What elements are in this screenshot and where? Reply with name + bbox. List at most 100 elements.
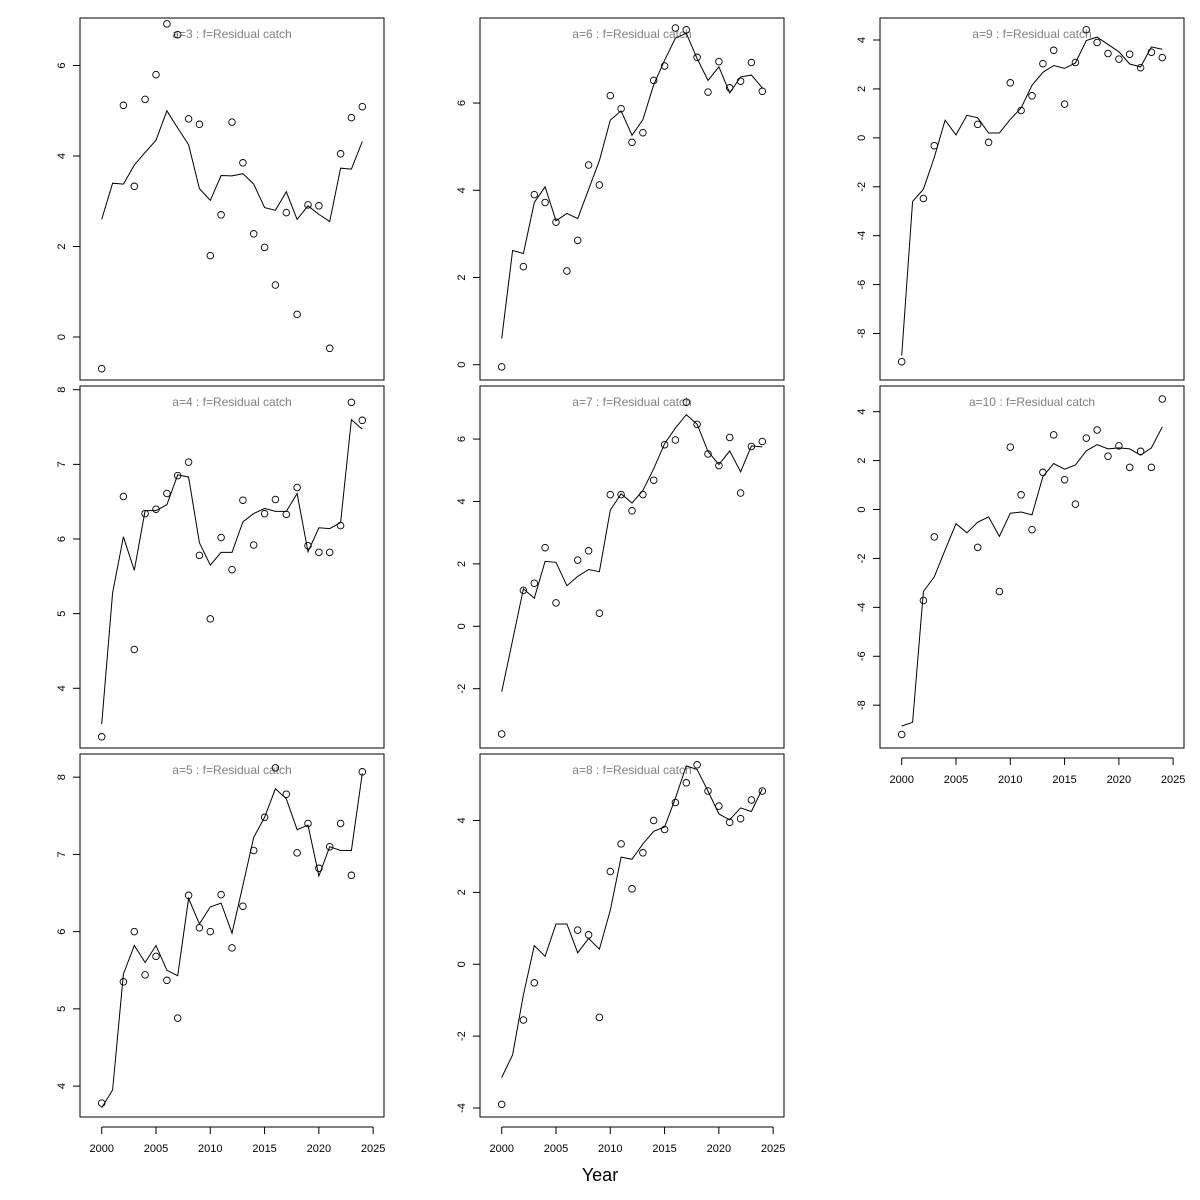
observed-point [282, 510, 291, 519]
x-tick-label: 2015 [1052, 774, 1076, 786]
y-tick-label: 8 [56, 387, 68, 393]
y-tick-label: 0 [456, 623, 468, 629]
observed-point [584, 161, 593, 169]
y-tick-label: 2 [456, 274, 468, 280]
observed-point [573, 236, 582, 245]
y-tick-label: 4 [456, 498, 468, 504]
observed-point [725, 433, 734, 442]
y-tick-label: 7 [56, 851, 68, 857]
observed-point [682, 779, 691, 787]
fitted-line [101, 773, 363, 1108]
observed-point [660, 62, 669, 70]
y-tick-label: 4 [856, 409, 868, 415]
panel-frame [79, 385, 385, 749]
observed-point [1093, 38, 1101, 47]
x-tick-label: 2000 [489, 1143, 513, 1155]
y-tick-label: 6 [56, 62, 68, 68]
observed-point [173, 30, 182, 39]
observed-point [617, 840, 625, 848]
observed-point [228, 565, 236, 574]
fitted-line [501, 765, 763, 1078]
observed-point [758, 87, 767, 96]
observed-point [206, 251, 215, 260]
observed-point [358, 416, 367, 425]
observed-point [315, 864, 323, 873]
fitted-line [501, 413, 763, 692]
observed-point [347, 113, 356, 122]
observed-point [260, 243, 269, 252]
observed-point [304, 201, 312, 209]
x-tick-label: 2025 [761, 1143, 785, 1155]
observed-point [1060, 475, 1069, 484]
y-tick-label: 4 [56, 153, 68, 159]
x-tick-label: 2015 [252, 1143, 276, 1155]
observed-point [325, 344, 334, 353]
observed-point [217, 890, 225, 899]
observed-point [758, 787, 767, 795]
observed-point [1158, 53, 1167, 62]
observed-point [119, 492, 128, 501]
y-tick-label: 5 [56, 611, 68, 617]
observed-point [1049, 46, 1058, 55]
y-tick-label: 2 [856, 86, 868, 92]
observed-point [639, 490, 647, 499]
observed-point [736, 77, 745, 85]
observed-point [173, 471, 182, 480]
fitted-line [901, 36, 1163, 356]
observed-point [260, 813, 269, 822]
observed-point [725, 84, 734, 92]
observed-point [704, 450, 712, 458]
observed-point [660, 440, 669, 449]
fitted-line [101, 109, 363, 223]
observed-point [271, 764, 280, 772]
y-tick-label: 4 [56, 1083, 68, 1089]
observed-point [758, 437, 767, 446]
observed-point [595, 181, 604, 189]
observed-point [1006, 79, 1015, 87]
panel-8: a=8 : f=Residual catch -4 -2 0 2 4 2000 2005 201… [456, 753, 785, 1155]
x-tick-label: 2025 [361, 1143, 385, 1155]
observed-point [304, 541, 312, 550]
panel-title: a=7 : f=Residual catch [572, 395, 691, 409]
observed-point [1028, 92, 1036, 100]
panel-frame [79, 753, 385, 1118]
observed-point [119, 978, 128, 986]
x-tick-label: 2000 [89, 1143, 113, 1155]
observed-point [304, 819, 312, 828]
observed-point [195, 120, 204, 129]
observed-point [671, 436, 680, 444]
observed-point [163, 20, 171, 28]
y-tick-label: 6 [56, 929, 68, 935]
observed-point [1082, 25, 1091, 34]
y-tick-label: -2 [856, 182, 868, 192]
panel-frame [479, 385, 785, 749]
panel-3: a=9 : f=Residual catch -8 -6 -4 -2 0 2 4 [856, 17, 1185, 381]
observed-point [530, 190, 539, 199]
y-tick-label: 2 [456, 889, 468, 895]
observed-point [228, 118, 236, 126]
x-tick-label: 2005 [144, 1143, 168, 1155]
panel-frame [479, 753, 785, 1118]
observed-point [239, 902, 247, 910]
observed-point [649, 76, 658, 85]
panel-2: a=6 : f=Residual catch 0 2 4 6 [456, 17, 785, 381]
observed-point [282, 790, 291, 798]
observed-point [336, 150, 345, 158]
observed-point [141, 95, 149, 104]
observed-point [325, 842, 334, 851]
observed-point [541, 198, 549, 207]
x-tick-label: 2000 [889, 774, 913, 786]
x-tick-label: 2010 [198, 1143, 222, 1155]
panel-5: a=7 : f=Residual catch -2 0 2 4 6 [456, 385, 785, 749]
observed-point [130, 182, 139, 191]
observed-point [249, 230, 258, 238]
observed-point [195, 924, 204, 932]
panel-title: a=4 : f=Residual catch [172, 395, 291, 409]
observed-point [130, 927, 139, 936]
y-tick-label: 8 [56, 774, 68, 780]
observed-point [1028, 525, 1036, 534]
observed-point [747, 442, 756, 451]
observed-point [1093, 426, 1101, 434]
observed-point [519, 1016, 528, 1024]
panel-title: a=9 : f=Residual catch [972, 27, 1091, 41]
